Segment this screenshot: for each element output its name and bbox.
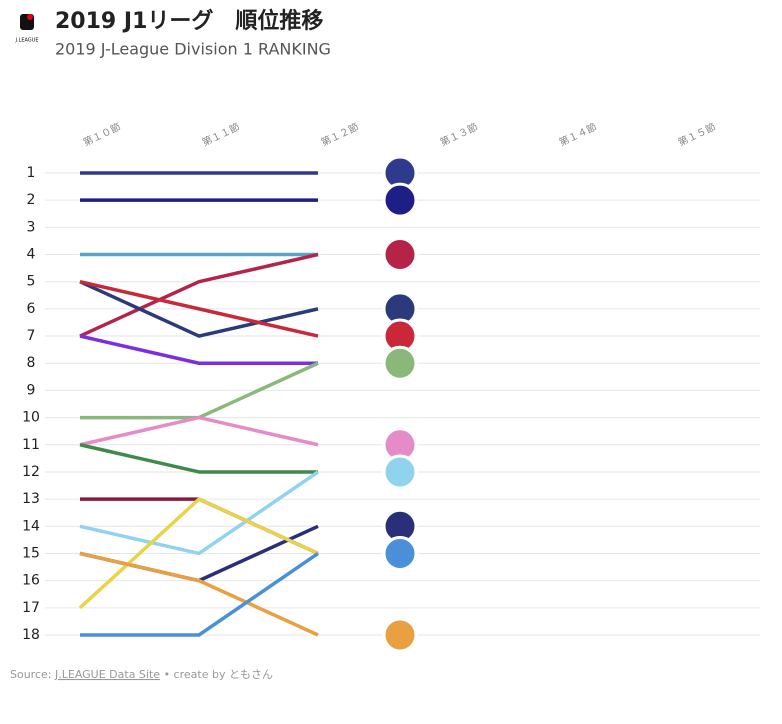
y-tick-label: 3 xyxy=(27,219,36,235)
y-tick-label: 11 xyxy=(22,437,40,453)
series-line xyxy=(79,252,319,338)
series-line xyxy=(80,552,319,637)
team-badge xyxy=(382,182,418,218)
y-tick-label: 1 xyxy=(27,165,36,181)
series-line xyxy=(79,470,319,556)
y-tick-label: 2 xyxy=(27,192,36,208)
source-suffix: • create by ともさん xyxy=(164,668,273,681)
team-badge xyxy=(382,237,418,273)
y-tick-label: 9 xyxy=(27,382,36,398)
source-link[interactable]: J.LEAGUE Data Site xyxy=(54,668,160,681)
series-line xyxy=(79,334,318,365)
logo-dot xyxy=(27,14,33,20)
series-line xyxy=(79,279,319,338)
y-tick-label: 16 xyxy=(22,573,40,589)
logo: J.LEAGUE xyxy=(14,14,39,44)
team-badge xyxy=(382,345,418,381)
series-line xyxy=(79,443,318,474)
y-tick-label: 10 xyxy=(22,410,40,426)
y-tick-label: 14 xyxy=(22,518,40,534)
source-prefix: Source: xyxy=(10,668,52,681)
y-tick-label: 8 xyxy=(27,355,36,371)
logo-text: J.LEAGUE xyxy=(14,38,38,44)
y-tick-label: 17 xyxy=(22,600,40,616)
team-badge xyxy=(382,535,418,571)
chart-subtitle: 2019 J-League Division 1 RANKING xyxy=(55,40,331,59)
y-tick-label: 4 xyxy=(27,247,36,263)
source: Source: J.LEAGUE Data Site • create by と… xyxy=(10,668,273,681)
series-line xyxy=(79,415,319,447)
series-line xyxy=(79,551,319,637)
series-line xyxy=(79,280,319,338)
y-tick-label: 18 xyxy=(22,627,40,643)
y-tick-label: 12 xyxy=(22,464,40,480)
y-tick-label: 6 xyxy=(27,301,36,317)
team-badge xyxy=(382,617,418,653)
y-tick-label: 7 xyxy=(27,328,36,344)
series-line xyxy=(78,497,319,610)
chart-title: 2019 J1リーグ 順位推移 xyxy=(55,8,323,34)
y-tick-label: 13 xyxy=(22,491,40,507)
y-tick-label: 5 xyxy=(27,274,36,290)
y-tick-label: 15 xyxy=(22,545,40,561)
team-badge xyxy=(382,454,418,490)
